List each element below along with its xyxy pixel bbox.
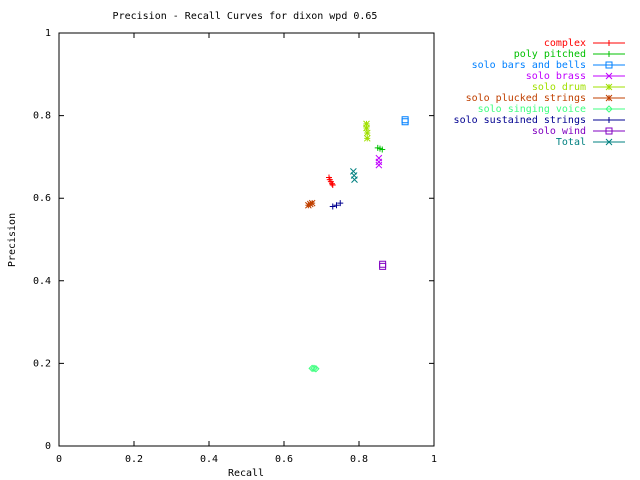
y-tick-label: 1	[45, 28, 51, 39]
data-point	[363, 120, 370, 128]
x-tick-label: 1	[431, 454, 437, 465]
legend-marker	[606, 40, 612, 46]
data-point	[375, 161, 383, 169]
data-point	[379, 262, 387, 270]
legend-label: solo brass	[526, 71, 586, 82]
legend-marker	[605, 83, 613, 91]
legend-marker	[605, 138, 613, 146]
y-tick-label: 0	[45, 441, 51, 452]
legend-marker	[605, 94, 613, 102]
data-point	[363, 129, 371, 137]
legend-marker	[605, 61, 613, 69]
y-tick-label: 0.8	[33, 111, 51, 122]
y-axis-label: Precision	[7, 213, 18, 267]
data-point	[401, 118, 409, 126]
chart-title: Precision - Recall Curves for dixon wpd …	[113, 11, 378, 22]
legend-marker	[606, 117, 612, 123]
plot-frame	[58, 32, 435, 447]
data-point	[333, 202, 340, 209]
data-point	[379, 146, 386, 153]
legend-label: solo drum	[532, 82, 586, 93]
legend-label: Total	[556, 137, 586, 148]
legend-marker	[605, 105, 613, 113]
data-point	[363, 134, 371, 142]
y-tick-label: 0.6	[33, 193, 51, 204]
x-axis-label: Recall	[228, 468, 264, 479]
x-tick-label: 0.6	[275, 454, 293, 465]
legend-label: poly pitched	[514, 49, 586, 60]
data-point	[351, 176, 358, 183]
x-tick-label: 0	[56, 454, 62, 465]
data-point	[329, 180, 335, 187]
legend-label: solo sustained strings	[454, 115, 586, 126]
data-point	[363, 124, 370, 132]
data-point	[337, 200, 344, 207]
x-tick-label: 0.4	[200, 454, 218, 465]
data-point	[310, 364, 318, 373]
data-point	[306, 200, 314, 208]
legend-marker	[605, 127, 613, 135]
legend-label: solo bars and bells	[472, 60, 586, 71]
legend-label: solo singing voice	[478, 104, 586, 115]
data-point	[312, 365, 320, 373]
data-point	[308, 199, 316, 207]
legend-label: complex	[544, 38, 586, 49]
y-tick-label: 0.2	[33, 358, 51, 369]
data-point	[329, 181, 336, 188]
x-tick-label: 0.8	[350, 454, 368, 465]
data-point	[329, 203, 336, 210]
legend-label: solo wind	[532, 126, 586, 137]
legend-marker	[606, 51, 612, 57]
x-tick-label: 0.2	[125, 454, 143, 465]
legend-label: solo plucked strings	[466, 93, 586, 104]
legend-marker	[605, 72, 613, 80]
y-tick-label: 0.4	[33, 276, 51, 287]
